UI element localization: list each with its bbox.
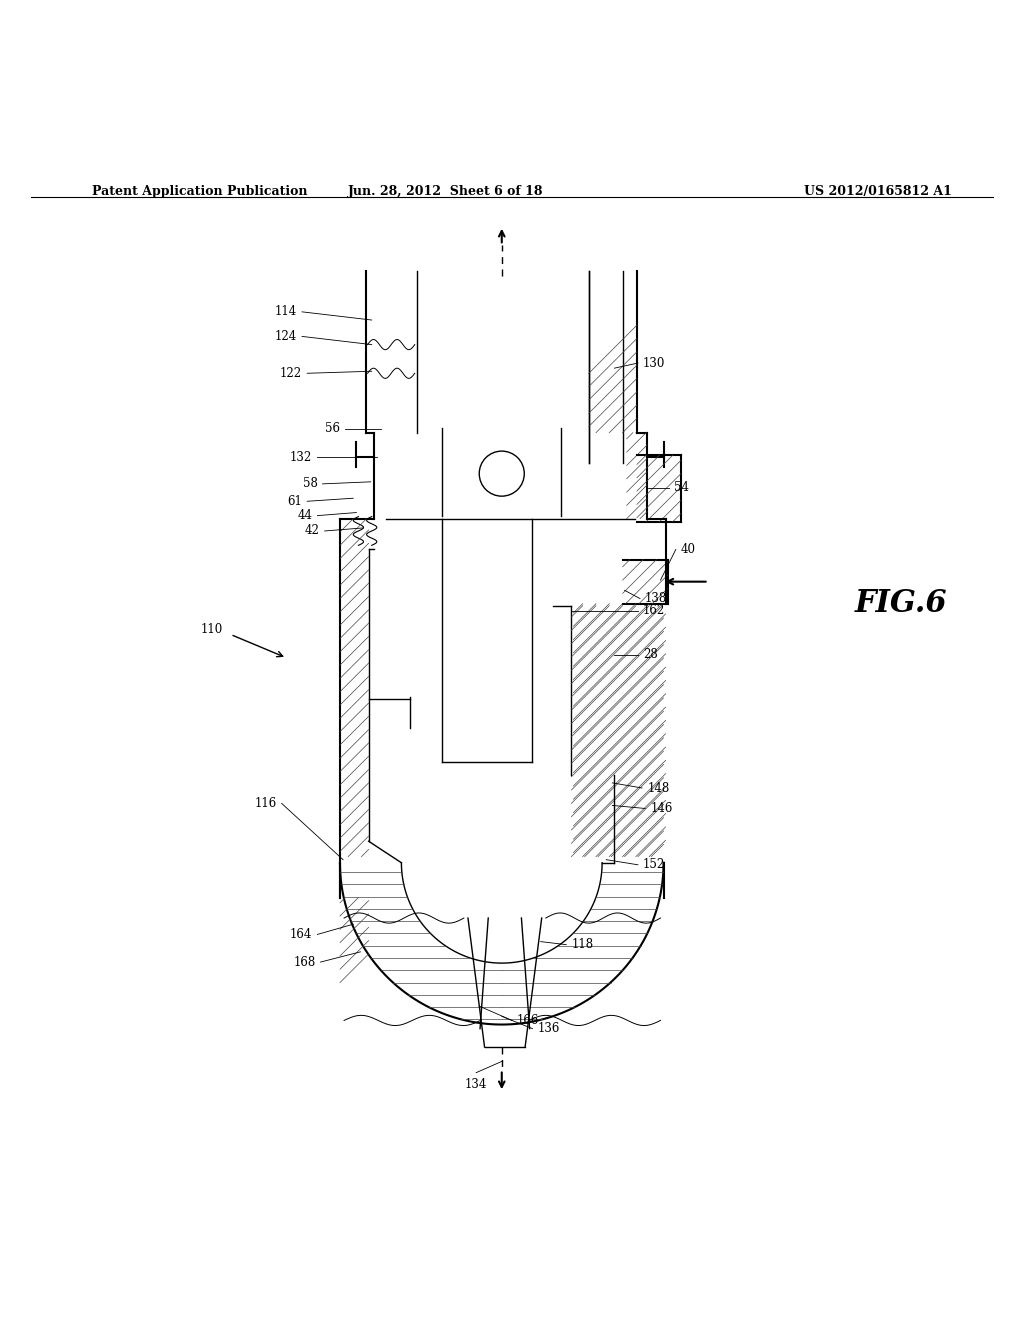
Text: 130: 130: [643, 356, 666, 370]
Text: 132: 132: [290, 450, 312, 463]
Text: FIG.6: FIG.6: [855, 589, 947, 619]
Text: 122: 122: [280, 367, 302, 380]
Text: 28: 28: [643, 648, 657, 661]
Text: 118: 118: [571, 939, 594, 952]
Text: 116: 116: [254, 797, 276, 810]
Text: 138: 138: [645, 593, 668, 605]
Text: 124: 124: [274, 330, 297, 343]
Text: Patent Application Publication: Patent Application Publication: [92, 185, 307, 198]
Text: 168: 168: [293, 956, 315, 969]
Text: 58: 58: [302, 478, 317, 490]
Text: 40: 40: [681, 543, 696, 556]
Text: 44: 44: [297, 510, 312, 523]
Text: US 2012/0165812 A1: US 2012/0165812 A1: [805, 185, 952, 198]
Text: 146: 146: [650, 803, 673, 814]
Text: 136: 136: [538, 1022, 560, 1035]
Text: 114: 114: [274, 305, 297, 318]
Text: 54: 54: [674, 482, 689, 495]
Text: Jun. 28, 2012  Sheet 6 of 18: Jun. 28, 2012 Sheet 6 of 18: [348, 185, 543, 198]
Text: 110: 110: [201, 623, 223, 636]
Text: 61: 61: [287, 495, 302, 508]
Text: 162: 162: [643, 605, 666, 618]
Text: 42: 42: [304, 524, 319, 537]
Text: 134: 134: [465, 1078, 487, 1090]
Text: 164: 164: [290, 928, 312, 941]
Text: 152: 152: [643, 858, 666, 871]
Text: 166: 166: [517, 1014, 540, 1027]
Text: 148: 148: [647, 781, 670, 795]
Text: 56: 56: [325, 422, 340, 436]
